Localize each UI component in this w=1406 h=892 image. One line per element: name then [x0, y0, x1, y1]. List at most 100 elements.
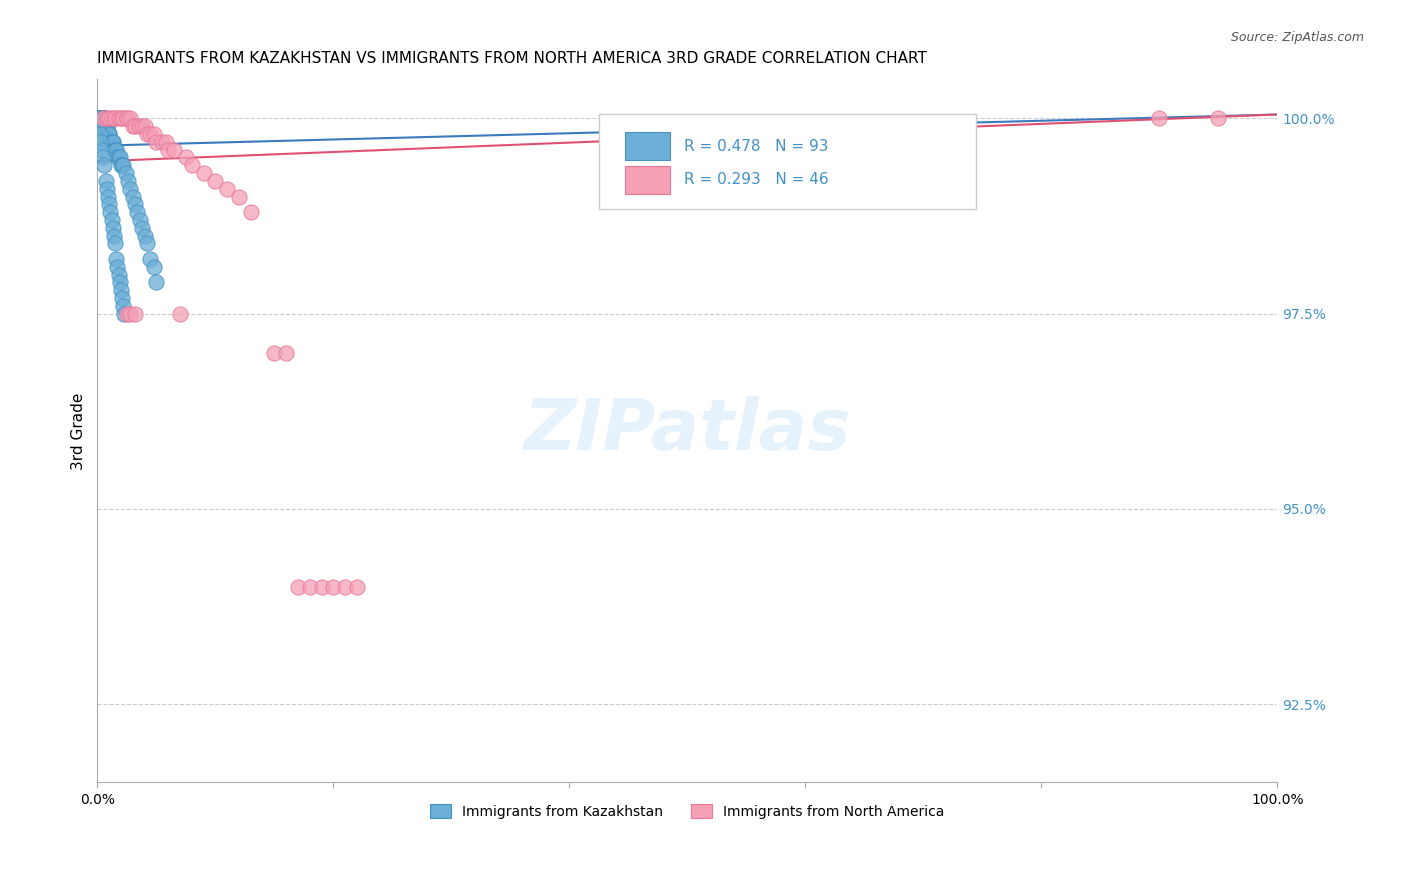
Point: [217, 182, 239, 196]
Point: [97, 127, 120, 141]
Point: [90, 112, 112, 126]
Point: [87, 112, 110, 126]
Point: [94, 119, 117, 133]
Point: [322, 580, 344, 594]
Point: [333, 580, 356, 594]
Point: [93, 112, 115, 126]
Point: [107, 112, 129, 126]
Point: [100, 112, 122, 126]
Point: [101, 220, 124, 235]
Point: [112, 112, 135, 126]
Point: [107, 268, 129, 282]
FancyBboxPatch shape: [599, 114, 976, 210]
Point: [145, 276, 167, 290]
Point: [121, 119, 143, 133]
Point: [90, 112, 112, 126]
Point: [87, 119, 110, 133]
Point: [91, 143, 114, 157]
Point: [311, 580, 333, 594]
Point: [105, 252, 128, 266]
Point: [98, 127, 121, 141]
Point: [98, 112, 121, 126]
Point: [96, 119, 118, 133]
Point: [163, 143, 186, 157]
Point: [135, 127, 157, 141]
Point: [93, 158, 115, 172]
Point: [117, 174, 139, 188]
Point: [1149, 112, 1171, 126]
Point: [276, 345, 298, 359]
Point: [134, 228, 156, 243]
Point: [131, 119, 153, 133]
Point: [1206, 112, 1229, 126]
Point: [180, 158, 202, 172]
Point: [169, 307, 191, 321]
Point: [98, 135, 121, 149]
Point: [111, 291, 134, 305]
Point: [174, 151, 197, 165]
Point: [97, 189, 120, 203]
Point: [90, 135, 112, 149]
Point: [121, 189, 143, 203]
Point: [91, 112, 114, 126]
Point: [115, 307, 138, 321]
Point: [94, 119, 117, 133]
Point: [104, 112, 127, 126]
Point: [104, 143, 127, 157]
Point: [107, 151, 129, 165]
Point: [91, 112, 114, 126]
Point: [114, 166, 136, 180]
Point: [104, 143, 127, 157]
Point: [89, 112, 111, 126]
Point: [131, 220, 153, 235]
Point: [112, 299, 135, 313]
Point: [263, 345, 285, 359]
Point: [107, 260, 129, 274]
Point: [120, 307, 142, 321]
Point: [87, 112, 110, 126]
Point: [127, 205, 149, 219]
Point: [91, 112, 114, 126]
Point: [114, 307, 136, 321]
Point: [98, 127, 121, 141]
Point: [145, 135, 167, 149]
Point: [96, 182, 118, 196]
Point: [298, 580, 321, 594]
Point: [91, 112, 114, 126]
Point: [101, 135, 124, 149]
Point: [89, 112, 111, 126]
Legend: Immigrants from Kazakhstan, Immigrants from North America: Immigrants from Kazakhstan, Immigrants f…: [425, 798, 950, 824]
Point: [287, 580, 309, 594]
Point: [124, 307, 146, 321]
Point: [93, 112, 115, 126]
Point: [98, 135, 121, 149]
Point: [135, 236, 157, 251]
Text: IMMIGRANTS FROM KAZAKHSTAN VS IMMIGRANTS FROM NORTH AMERICA 3RD GRADE CORRELATIO: IMMIGRANTS FROM KAZAKHSTAN VS IMMIGRANTS…: [97, 51, 927, 66]
Point: [120, 182, 142, 196]
Point: [124, 119, 146, 133]
Point: [89, 127, 111, 141]
Point: [93, 119, 115, 133]
Point: [91, 112, 114, 126]
Point: [104, 112, 127, 126]
Point: [90, 112, 112, 126]
Point: [204, 174, 226, 188]
Point: [139, 252, 162, 266]
Point: [87, 112, 110, 126]
Text: R = 0.293   N = 46: R = 0.293 N = 46: [683, 172, 828, 187]
Point: [87, 112, 110, 126]
Point: [91, 112, 114, 126]
Point: [104, 236, 127, 251]
Point: [91, 112, 114, 126]
Point: [97, 127, 120, 141]
Point: [124, 197, 146, 211]
Point: [105, 143, 128, 157]
Point: [143, 127, 166, 141]
Point: [91, 112, 114, 126]
Point: [100, 213, 122, 227]
Point: [91, 112, 114, 126]
Point: [98, 205, 121, 219]
Point: [103, 228, 125, 243]
Point: [110, 112, 132, 126]
Point: [111, 158, 134, 172]
